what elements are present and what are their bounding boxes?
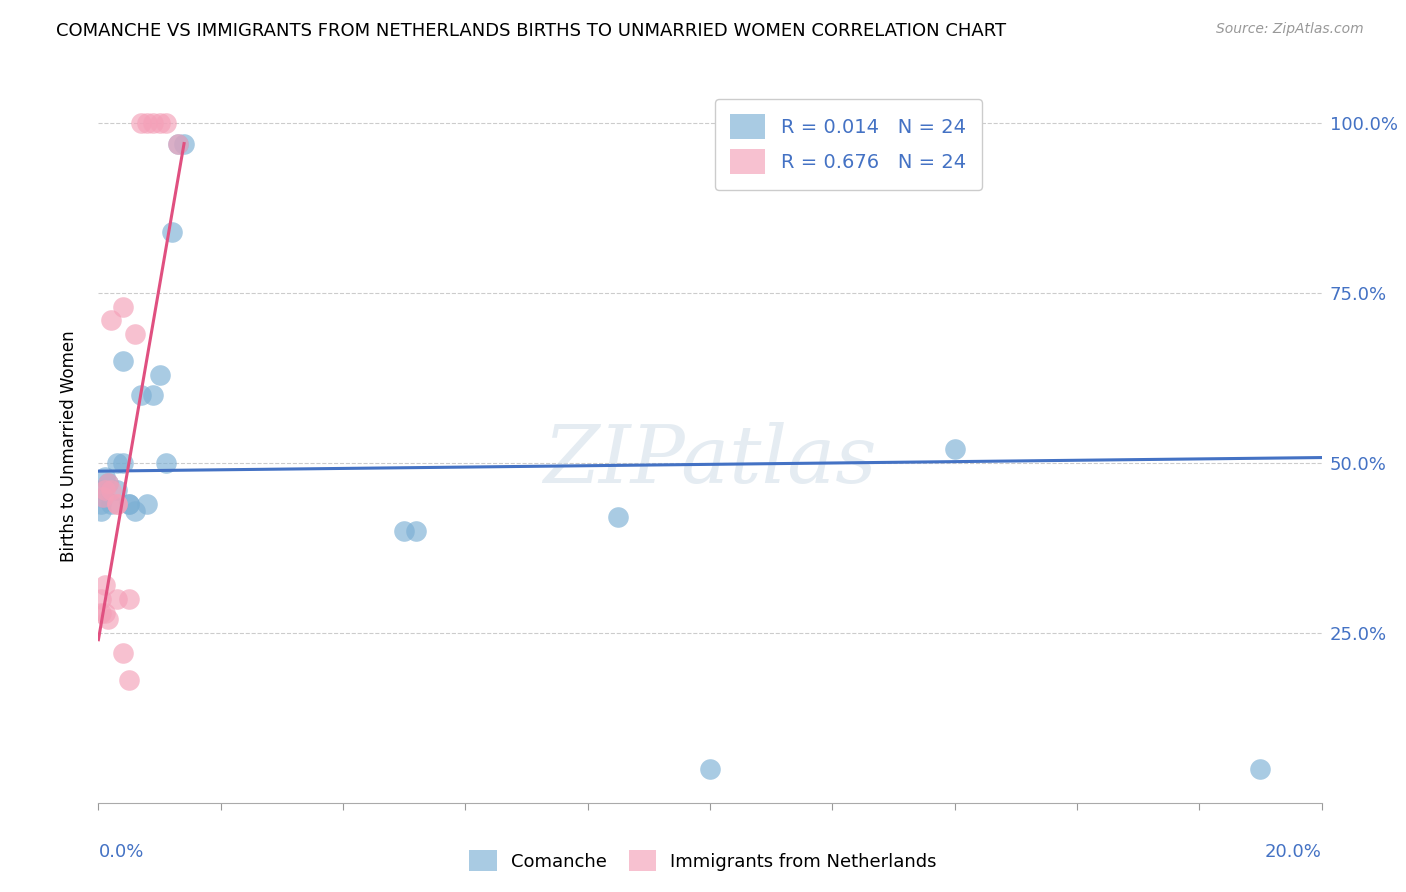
Point	[149, 368, 172, 382]
Point	[124, 326, 146, 341]
Point	[111, 646, 134, 660]
Text: ZIPatlas: ZIPatlas	[543, 422, 877, 499]
Point	[91, 490, 114, 504]
Point	[1249, 762, 1271, 776]
Point	[173, 136, 195, 151]
Point	[97, 476, 120, 491]
Point	[607, 510, 630, 524]
Point	[699, 762, 721, 776]
Text: Source: ZipAtlas.com: Source: ZipAtlas.com	[1216, 22, 1364, 37]
Point	[118, 673, 141, 688]
Point	[160, 225, 183, 239]
Point	[111, 456, 134, 470]
Point	[405, 524, 427, 538]
Point	[97, 612, 120, 626]
Point	[118, 497, 141, 511]
Point	[124, 503, 146, 517]
Point	[142, 388, 165, 402]
Point	[90, 591, 112, 606]
Y-axis label: Births to Unmarried Women: Births to Unmarried Women	[59, 330, 77, 562]
Point	[155, 456, 177, 470]
Point	[111, 300, 134, 314]
Point	[392, 524, 416, 538]
Point	[105, 497, 128, 511]
Text: 20.0%: 20.0%	[1265, 843, 1322, 861]
Legend: R = 0.014   N = 24, R = 0.676   N = 24: R = 0.014 N = 24, R = 0.676 N = 24	[714, 99, 981, 190]
Point	[93, 469, 115, 483]
Point	[118, 591, 141, 606]
Point	[90, 606, 112, 620]
Point	[149, 116, 172, 130]
Point	[943, 442, 966, 457]
Point	[118, 497, 141, 511]
Legend: Comanche, Immigrants from Netherlands: Comanche, Immigrants from Netherlands	[463, 843, 943, 879]
Point	[93, 606, 115, 620]
Text: 0.0%: 0.0%	[98, 843, 143, 861]
Point	[142, 116, 165, 130]
Point	[91, 490, 114, 504]
Point	[90, 503, 112, 517]
Point	[129, 116, 152, 130]
Point	[100, 483, 122, 498]
Point	[93, 578, 115, 592]
Point	[111, 354, 134, 368]
Point	[167, 136, 190, 151]
Point	[100, 497, 122, 511]
Text: COMANCHE VS IMMIGRANTS FROM NETHERLANDS BIRTHS TO UNMARRIED WOMEN CORRELATION CH: COMANCHE VS IMMIGRANTS FROM NETHERLANDS …	[56, 22, 1007, 40]
Point	[136, 497, 159, 511]
Point	[97, 476, 120, 491]
Point	[136, 116, 159, 130]
Point	[90, 483, 112, 498]
Point	[105, 591, 128, 606]
Point	[105, 497, 128, 511]
Point	[129, 388, 152, 402]
Point	[167, 136, 190, 151]
Point	[93, 483, 115, 498]
Point	[105, 483, 128, 498]
Point	[100, 313, 122, 327]
Point	[155, 116, 177, 130]
Point	[105, 456, 128, 470]
Point	[90, 497, 112, 511]
